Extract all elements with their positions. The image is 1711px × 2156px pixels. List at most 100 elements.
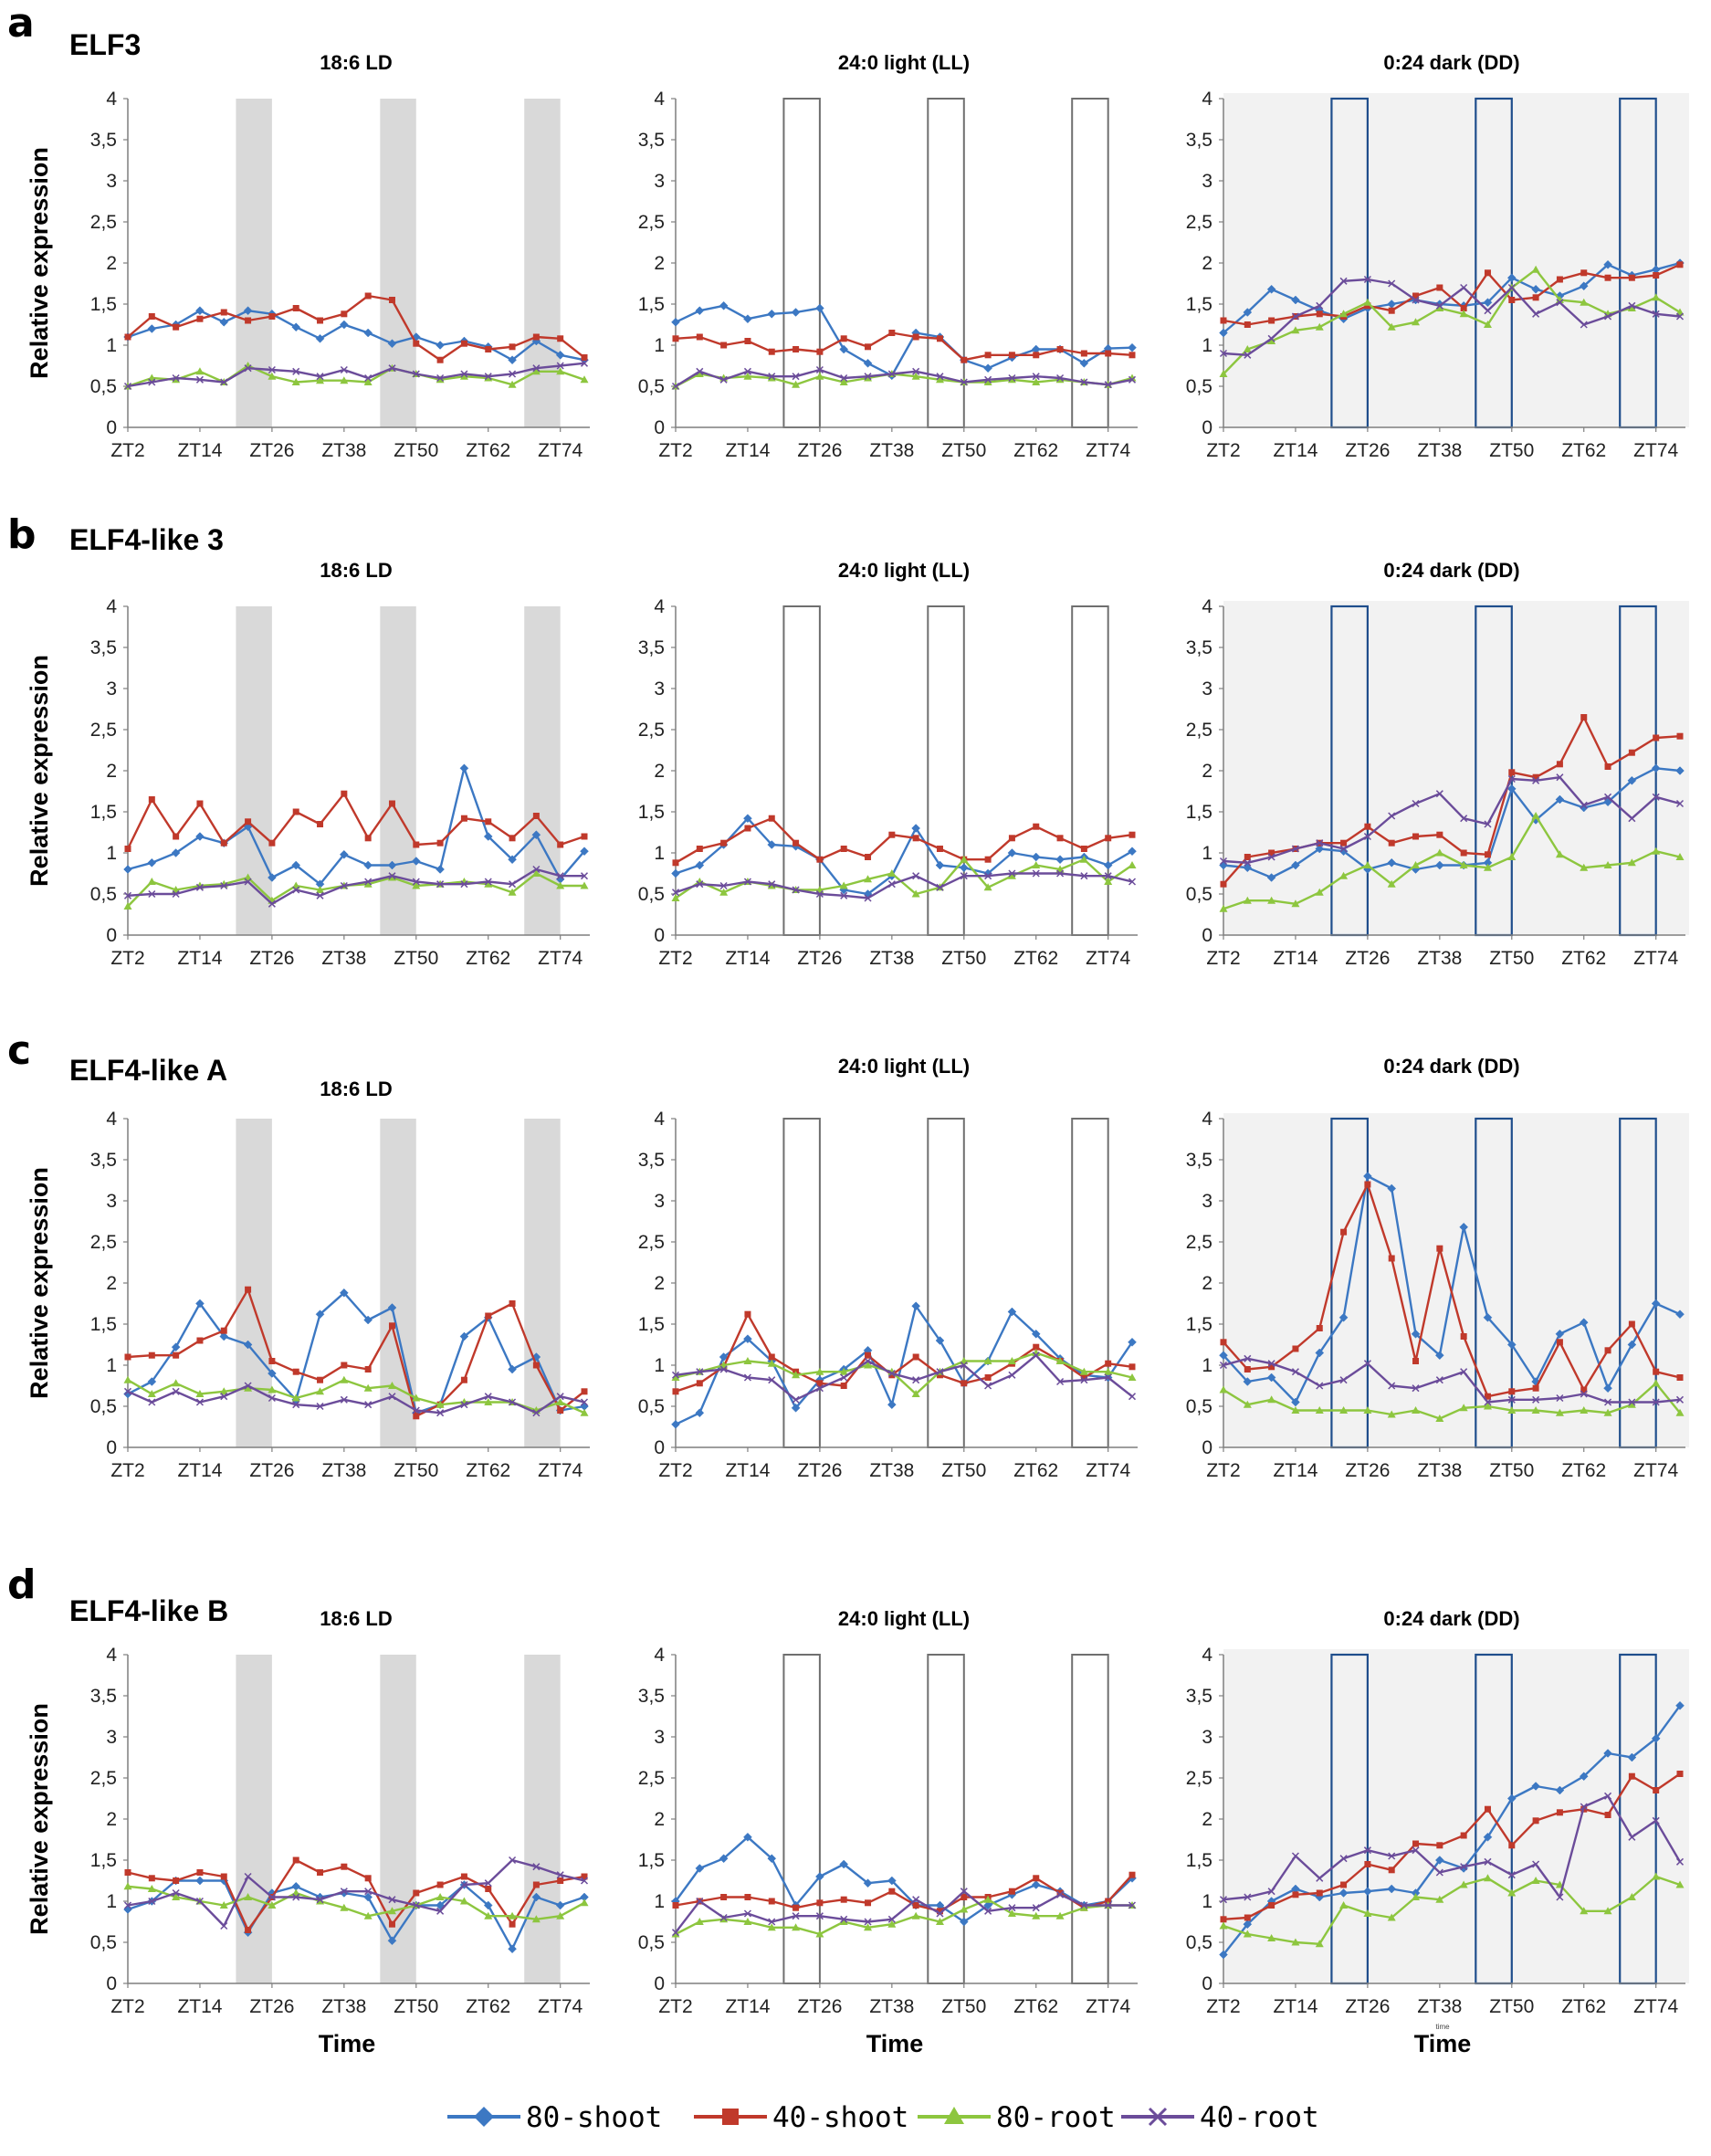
data-point-80-shoot <box>219 1331 229 1341</box>
data-point-40-shoot <box>1364 1861 1371 1867</box>
data-point-40-shoot <box>124 846 131 852</box>
data-point-40-root <box>936 883 944 891</box>
data-point-40-root <box>340 365 348 374</box>
data-point-80-root <box>1387 879 1396 888</box>
chart-c-ll: 0 0,5 1 1,5 2 2,5 3 3,5 4 ZT2 ZT14 ZT26 ZT38 ZT50 ZT62… <box>638 1055 1138 1481</box>
y-tick-label: 1 <box>106 1891 117 1912</box>
data-point-40-root <box>292 1401 300 1409</box>
data-point-40-root <box>671 1929 680 1937</box>
data-point-40-shoot <box>768 1353 775 1361</box>
data-point-40-root <box>1056 1890 1065 1898</box>
data-point-80-root <box>887 869 897 877</box>
series-line-40-shoot <box>1223 1772 1681 1920</box>
data-point-40-shoot <box>1412 1840 1420 1847</box>
y-tick-label: 3 <box>654 1191 665 1212</box>
series-line-80-root <box>675 373 1133 388</box>
data-point-40-root <box>671 889 680 897</box>
y-tick-label: 1,5 <box>638 1314 665 1335</box>
x-tick-label: ZT38 <box>321 1460 366 1481</box>
gene-title-d: ELF4-like B <box>69 1594 228 1627</box>
data-point-40-root <box>840 1373 848 1382</box>
data-point-40-shoot <box>1676 1771 1684 1777</box>
data-point-40-shoot <box>696 1380 703 1387</box>
data-point-40-root <box>1080 378 1088 386</box>
axis-lines <box>127 1119 590 1448</box>
data-point-40-shoot <box>1220 1916 1227 1923</box>
data-point-80-shoot <box>911 1301 921 1311</box>
data-point-40-root <box>172 889 180 899</box>
dark-period-band <box>236 1119 272 1447</box>
series-40-root <box>1219 773 1685 867</box>
data-point-80-shoot <box>1434 860 1444 870</box>
x-tick-label: ZT14 <box>725 1460 770 1481</box>
data-point-40-root <box>1412 1846 1420 1855</box>
data-point-40-shoot <box>1653 272 1660 279</box>
data-point-80-shoot <box>436 865 445 874</box>
data-point-80-root <box>911 889 920 898</box>
data-point-40-shoot <box>1105 350 1112 357</box>
data-point-40-root <box>1556 773 1564 782</box>
data-point-80-shoot <box>983 363 992 373</box>
data-point-80-root <box>1267 896 1276 904</box>
data-point-80-root <box>436 1400 445 1408</box>
data-point-40-root <box>532 1409 541 1417</box>
data-point-40-shoot <box>672 1388 679 1395</box>
series-line-40-shoot <box>127 1858 585 1931</box>
data-point-40-root <box>1080 872 1088 880</box>
data-point-40-shoot <box>1604 1812 1611 1818</box>
gene-title-c: ELF4-like A <box>69 1054 227 1087</box>
data-point-40-shoot <box>388 297 395 303</box>
data-point-40-root <box>696 880 704 889</box>
dark-period-band <box>236 99 272 427</box>
data-point-40-shoot <box>1388 839 1395 847</box>
data-point-40-shoot <box>292 1368 299 1375</box>
data-point-40-shoot <box>1388 1255 1395 1262</box>
data-point-80-root <box>1055 1911 1065 1919</box>
x-tick-label: ZT74 <box>1633 1460 1678 1481</box>
data-point-40-root <box>436 1409 445 1417</box>
data-point-80-root <box>695 1918 704 1925</box>
data-point-40-shoot <box>1532 1384 1539 1392</box>
data-point-40-root <box>316 891 324 899</box>
data-point-40-root <box>887 1915 896 1923</box>
data-point-40-root <box>1291 1852 1299 1860</box>
data-point-40-shoot <box>245 1927 252 1933</box>
y-tick-label: 1,5 <box>90 1850 117 1871</box>
chart-c-dd: 0 0,5 1 1,5 2 2,5 3 3,5 4 ZT2 ZT14 ZT26 ZT38 ZT50 ZT62… <box>1186 1055 1689 1481</box>
legend-item-40-root: 40-root <box>1121 2101 1319 2134</box>
data-point-80-root <box>1603 1408 1612 1416</box>
data-point-40-shoot <box>1220 317 1227 324</box>
data-point-80-shoot <box>195 1876 205 1886</box>
y-tick-label: 2 <box>106 1273 117 1294</box>
data-point-40-shoot <box>341 1362 348 1369</box>
data-point-80-root <box>1627 1893 1636 1900</box>
x-tick-label: ZT26 <box>249 1996 294 2017</box>
data-point-80-root <box>864 1361 873 1369</box>
data-point-80-shoot <box>959 1917 969 1927</box>
data-point-80-shoot <box>1603 1749 1612 1758</box>
data-point-40-shoot <box>364 292 372 300</box>
series-line-80-root <box>127 872 584 908</box>
x-tick-label: ZT62 <box>466 1460 510 1481</box>
data-point-40-shoot <box>744 1894 751 1900</box>
y-tick-label: 1 <box>1202 843 1212 864</box>
data-point-80-root <box>340 1375 349 1383</box>
data-point-80-root <box>960 1905 969 1913</box>
data-point-40-root <box>268 365 276 374</box>
data-point-80-shoot <box>171 1342 181 1352</box>
data-point-40-root <box>460 880 468 889</box>
x-tick-label: ZT2 <box>658 1996 692 2017</box>
data-point-80-shoot <box>767 840 777 849</box>
data-point-40-shoot <box>460 815 467 822</box>
data-point-40-shoot <box>936 846 943 852</box>
data-point-40-root <box>1435 1868 1443 1877</box>
data-point-40-shoot <box>1628 749 1635 756</box>
data-point-80-shoot <box>743 814 752 824</box>
y-axis-label: Relative expression <box>26 1703 53 1935</box>
data-point-80-shoot <box>815 303 824 313</box>
data-point-40-root <box>148 889 156 899</box>
data-point-80-shoot <box>743 1334 752 1344</box>
data-point-80-shoot <box>791 308 801 317</box>
data-point-80-shoot <box>1315 844 1325 854</box>
data-point-40-shoot <box>485 346 492 352</box>
